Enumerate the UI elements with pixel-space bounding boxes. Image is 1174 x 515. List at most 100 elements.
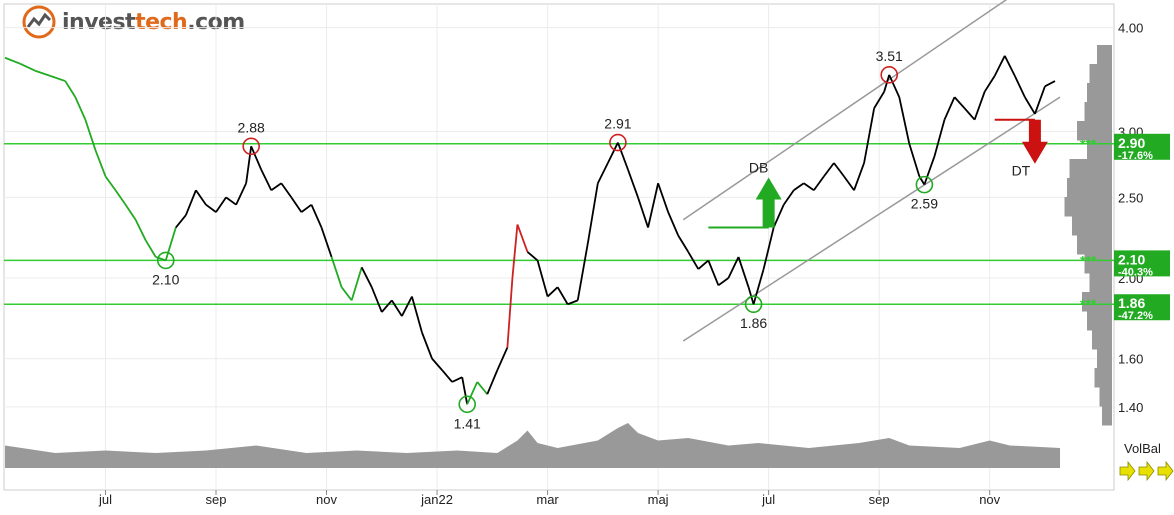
- price-segment: [526, 251, 539, 262]
- pivot-label: 1.41: [454, 415, 481, 431]
- price-segment: [677, 234, 690, 253]
- price-segment: [511, 224, 519, 279]
- pivot-circle: [609, 133, 627, 152]
- price-segment: [94, 149, 107, 177]
- pivot-circle: [744, 295, 763, 314]
- price-segment: [1044, 80, 1056, 88]
- price-segment: [320, 227, 333, 258]
- price-segment: [195, 189, 207, 206]
- volume-profile-bar: [1097, 349, 1112, 369]
- signal-label: DB: [749, 160, 768, 176]
- price-segment: [782, 189, 795, 206]
- support-resistance-labels: *** 2.90-17.6% *** 2.10-40.3% *** 1.86-47.2%: [1080, 133, 1170, 322]
- price-segment: [360, 266, 373, 288]
- price-segment: [516, 224, 529, 253]
- price-segment: [1034, 86, 1046, 115]
- price-segment: [833, 162, 845, 177]
- x-tick-label: nov: [979, 492, 1000, 507]
- price-segment: [340, 286, 353, 301]
- price-segment: [225, 196, 237, 206]
- price-segment: [973, 91, 986, 121]
- pivot-label: 2.88: [238, 119, 265, 135]
- price-segment: [953, 96, 966, 109]
- signal-arrow-down: [1021, 119, 1048, 164]
- price-segment: [300, 203, 312, 213]
- price-segment: [4, 56, 21, 65]
- volbal-arrow-icon: [1138, 460, 1155, 482]
- volbal-arrow-icon: [1157, 460, 1174, 482]
- price-segment: [908, 143, 921, 177]
- pivot-circle: [156, 251, 175, 270]
- y-tick-label: 4.00: [1118, 21, 1143, 36]
- price-segment: [215, 196, 227, 213]
- price-segment: [803, 182, 815, 191]
- price-segment: [1024, 96, 1036, 115]
- price-segment: [923, 156, 936, 185]
- price-segment: [441, 369, 453, 383]
- price-segment: [270, 182, 282, 191]
- price-segment: [853, 162, 865, 191]
- pivot-circle: [242, 137, 260, 156]
- price-segment: [647, 183, 659, 228]
- sr-label-box: [1114, 133, 1170, 160]
- price-segment: [175, 214, 187, 229]
- volume-profile-bar: [1094, 368, 1112, 388]
- pivot-label: 2.10: [152, 271, 179, 287]
- x-tick-label: maj: [648, 492, 669, 507]
- sr-star-marker: ***: [1080, 296, 1097, 312]
- price-line: [4, 55, 1056, 405]
- price-segment: [19, 62, 36, 72]
- volume-profile-bar: [1064, 197, 1112, 217]
- price-segment: [586, 183, 599, 244]
- price-segment: [310, 204, 323, 228]
- sr-label-box: [1114, 250, 1170, 277]
- price-segment: [697, 259, 709, 270]
- volume-profile-bar: [1084, 102, 1112, 122]
- volume-profile: [1064, 45, 1112, 426]
- price-segment: [873, 91, 885, 109]
- pivot-circle: [915, 175, 934, 194]
- price-segment: [1003, 55, 1016, 77]
- price-segment: [391, 299, 403, 317]
- volume-profile-bar: [1084, 254, 1112, 274]
- y-axis: 4.003.002.502.001.601.40: [1118, 21, 1143, 415]
- sr-label-box: [1114, 294, 1170, 321]
- price-segment: [657, 182, 670, 213]
- price-segment: [1013, 75, 1026, 98]
- sr-label-pct: -47.2%: [1118, 310, 1153, 322]
- sr-label-pct: -17.6%: [1118, 150, 1153, 162]
- volume-area: [5, 423, 1061, 468]
- pivot-circle: [880, 66, 899, 84]
- price-segment: [963, 107, 976, 121]
- price-segment: [496, 347, 509, 371]
- pivot-label: 2.91: [604, 116, 631, 132]
- chart-frame: [3, 3, 1115, 491]
- price-segment: [667, 211, 680, 236]
- price-segment: [370, 286, 383, 313]
- volume-area-path: [5, 423, 1061, 468]
- price-segment: [451, 376, 463, 383]
- price-segment: [466, 381, 479, 405]
- signals: DB DT: [708, 118, 1048, 229]
- volume-profile-bar: [1097, 45, 1112, 65]
- volume-profile-bar: [1067, 178, 1112, 198]
- price-segment: [205, 203, 217, 213]
- price-segment: [235, 182, 247, 206]
- price-segment: [381, 299, 393, 313]
- price-segment: [49, 75, 66, 82]
- volume-profile-bar: [1089, 64, 1112, 84]
- price-segment: [280, 182, 293, 198]
- price-segment: [144, 239, 157, 258]
- grid: [4, 4, 1114, 490]
- volume-profile-bar: [1082, 292, 1112, 312]
- price-segment: [762, 227, 775, 270]
- volume-profile-bar: [1077, 235, 1112, 255]
- price-segment: [401, 296, 413, 317]
- sr-label-pct: -40.3%: [1118, 266, 1153, 278]
- price-segment: [64, 80, 77, 98]
- price-segment: [627, 169, 639, 198]
- price-segment: [114, 189, 127, 206]
- price-segment: [863, 108, 876, 164]
- price-segment: [687, 251, 700, 270]
- price-segment: [134, 219, 147, 241]
